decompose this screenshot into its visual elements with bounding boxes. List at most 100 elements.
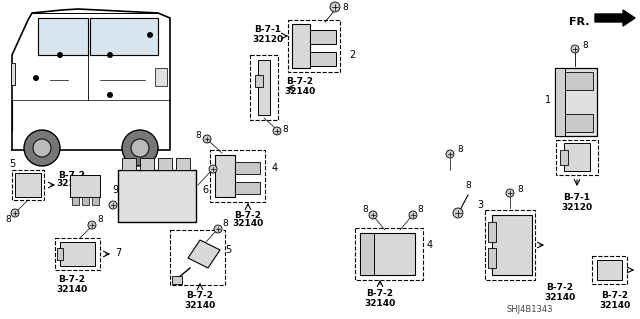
- Text: 5: 5: [9, 159, 15, 169]
- Bar: [11, 63, 15, 85]
- Text: 2: 2: [349, 50, 355, 60]
- Text: 32140: 32140: [56, 285, 88, 293]
- Polygon shape: [90, 18, 158, 55]
- Circle shape: [506, 189, 514, 197]
- Text: 8: 8: [97, 216, 103, 225]
- Bar: [255, 75, 263, 87]
- Text: 1: 1: [545, 95, 551, 105]
- Bar: [15, 173, 41, 197]
- Circle shape: [409, 211, 417, 219]
- Circle shape: [88, 221, 96, 229]
- Bar: [118, 170, 196, 222]
- Bar: [485, 210, 535, 280]
- Text: 8: 8: [222, 219, 228, 228]
- Polygon shape: [188, 240, 220, 268]
- Bar: [597, 260, 622, 280]
- Circle shape: [203, 135, 211, 143]
- Text: 6: 6: [202, 185, 208, 195]
- Circle shape: [122, 130, 158, 166]
- Text: 8: 8: [582, 41, 588, 50]
- Text: B-7-2: B-7-2: [58, 170, 86, 180]
- Bar: [82, 197, 89, 205]
- Text: B-7-2: B-7-2: [186, 292, 214, 300]
- Circle shape: [369, 211, 377, 219]
- Bar: [172, 276, 182, 284]
- Bar: [565, 114, 593, 132]
- Circle shape: [273, 127, 281, 135]
- Bar: [235, 182, 260, 194]
- Bar: [565, 72, 593, 90]
- Circle shape: [11, 209, 19, 217]
- Text: B-7-2: B-7-2: [367, 290, 394, 299]
- Polygon shape: [12, 9, 170, 150]
- Text: B-7-2: B-7-2: [287, 78, 314, 86]
- Text: 32120: 32120: [252, 34, 284, 43]
- Bar: [55, 238, 100, 270]
- Text: 8: 8: [282, 125, 288, 135]
- Text: 32140: 32140: [600, 300, 630, 309]
- Bar: [555, 68, 565, 136]
- Bar: [158, 158, 172, 170]
- Bar: [258, 60, 270, 115]
- Text: SHJ4B1343: SHJ4B1343: [507, 306, 553, 315]
- Text: 8: 8: [465, 181, 471, 189]
- Text: B-7-2: B-7-2: [547, 284, 573, 293]
- Bar: [310, 52, 336, 66]
- Text: B-7-2: B-7-2: [58, 276, 86, 285]
- Bar: [235, 162, 260, 174]
- Text: 32140: 32140: [284, 86, 316, 95]
- Bar: [92, 197, 99, 205]
- Circle shape: [131, 139, 149, 157]
- Circle shape: [107, 52, 113, 58]
- Bar: [170, 230, 225, 285]
- Bar: [12, 170, 44, 200]
- Bar: [360, 233, 415, 275]
- Circle shape: [209, 165, 217, 173]
- Text: 32140: 32140: [184, 300, 216, 309]
- Bar: [72, 197, 79, 205]
- Text: 8: 8: [219, 160, 225, 169]
- Circle shape: [24, 130, 60, 166]
- Text: 4: 4: [427, 240, 433, 250]
- Bar: [488, 222, 496, 242]
- Bar: [250, 55, 278, 120]
- Bar: [122, 158, 136, 170]
- Bar: [556, 140, 598, 175]
- Text: 32120: 32120: [561, 203, 593, 211]
- FancyArrow shape: [595, 10, 635, 26]
- Text: 9: 9: [112, 185, 118, 195]
- Text: 8: 8: [195, 130, 201, 139]
- Circle shape: [33, 139, 51, 157]
- Text: B-7-1: B-7-1: [563, 194, 591, 203]
- Text: 3: 3: [477, 200, 483, 210]
- Text: 8: 8: [457, 145, 463, 154]
- Text: 7: 7: [115, 248, 121, 258]
- Circle shape: [330, 2, 340, 12]
- Circle shape: [571, 45, 579, 53]
- Bar: [155, 68, 167, 86]
- Circle shape: [107, 92, 113, 98]
- Bar: [310, 30, 336, 44]
- Bar: [288, 20, 340, 72]
- Bar: [60, 242, 95, 266]
- Bar: [176, 158, 190, 170]
- Circle shape: [33, 75, 39, 81]
- Bar: [57, 248, 63, 260]
- Circle shape: [57, 52, 63, 58]
- Circle shape: [109, 201, 117, 209]
- Text: B-7-2: B-7-2: [234, 211, 262, 219]
- Bar: [70, 175, 100, 197]
- Bar: [555, 68, 597, 136]
- Text: 8: 8: [5, 216, 11, 225]
- Bar: [360, 233, 374, 275]
- Text: 5: 5: [225, 245, 231, 255]
- Text: 8: 8: [417, 205, 423, 214]
- Bar: [564, 143, 590, 171]
- Text: 4: 4: [272, 163, 278, 173]
- Circle shape: [214, 225, 222, 233]
- Bar: [215, 155, 235, 197]
- Text: 32140: 32140: [56, 180, 88, 189]
- Bar: [210, 150, 265, 202]
- Bar: [292, 24, 310, 68]
- Text: FR.: FR.: [570, 17, 590, 27]
